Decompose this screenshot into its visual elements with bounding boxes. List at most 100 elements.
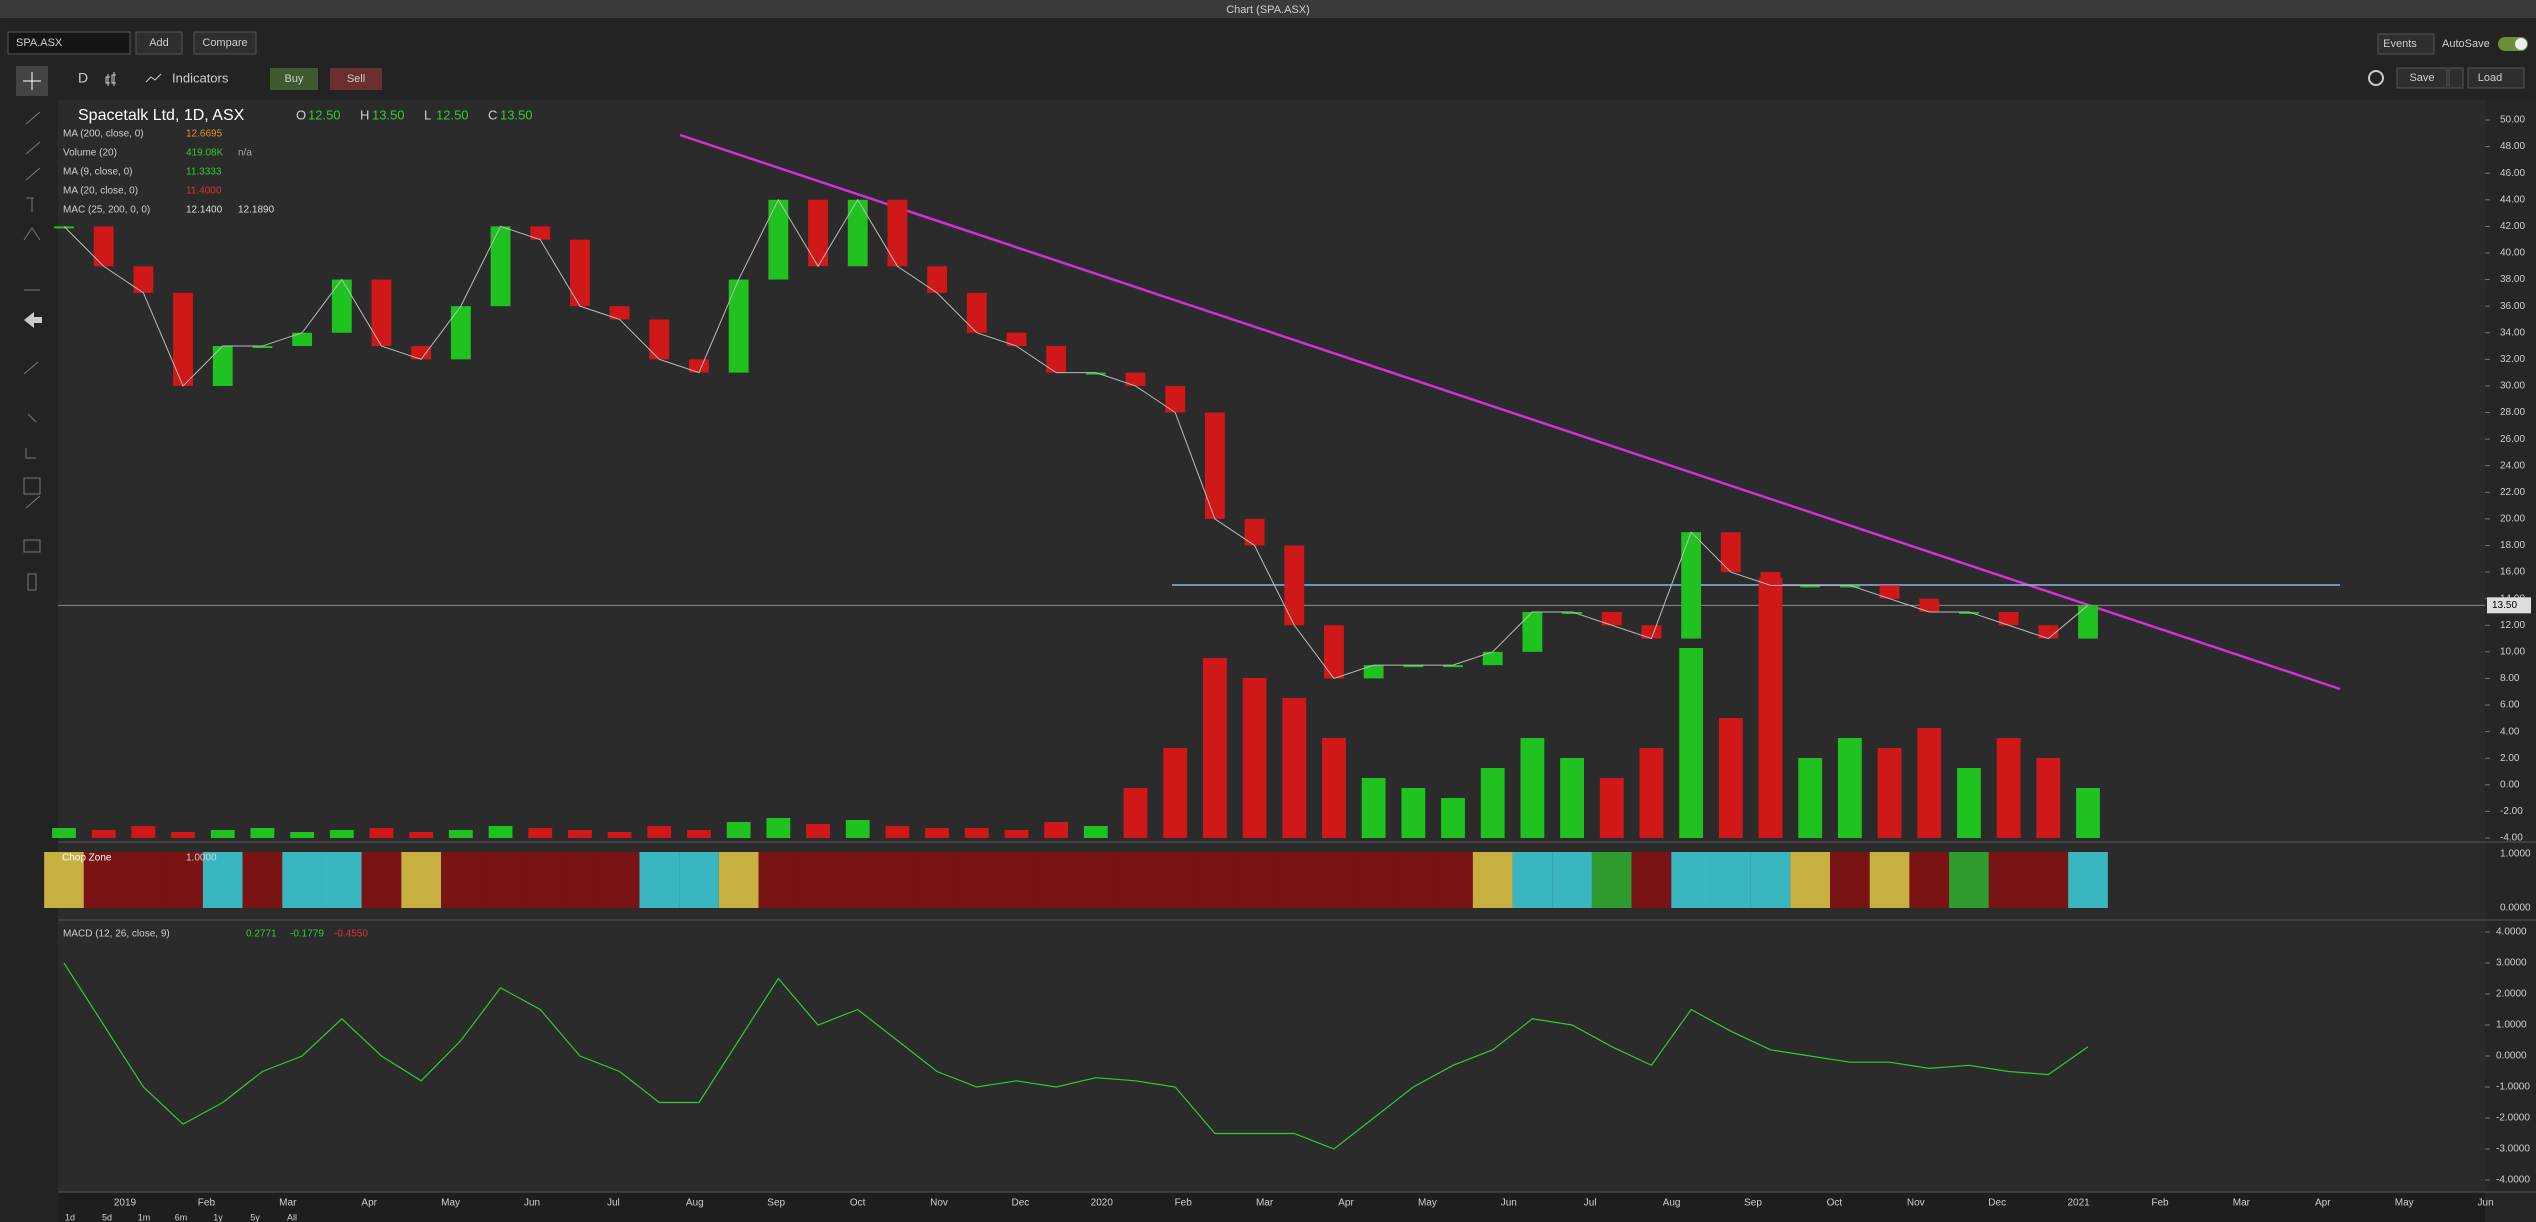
save-dropdown[interactable] <box>2448 67 2464 89</box>
candle <box>1085 372 1106 375</box>
candle <box>1879 585 1900 599</box>
autosave-label: AutoSave <box>2442 38 2490 50</box>
price-axis <box>2485 100 2536 1222</box>
volume-bar <box>1083 826 1108 838</box>
chop-segment <box>798 852 838 908</box>
volume-bar <box>1877 748 1902 838</box>
chop-segment <box>441 852 481 908</box>
volume-bar <box>1401 788 1426 838</box>
candle <box>371 279 392 347</box>
candle <box>808 199 828 267</box>
chop-segment <box>877 852 918 908</box>
price-tick-label: 22.00 <box>2500 487 2525 498</box>
macd-tick-label: -2.0000 <box>2496 1113 2530 1124</box>
chop-segment <box>480 852 521 908</box>
chop-segment <box>1195 852 1235 908</box>
time-label: Sep <box>767 1198 785 1209</box>
last-price-label: 13.50 <box>2492 600 2517 611</box>
plot-area <box>58 100 2485 1192</box>
candle <box>331 279 352 333</box>
time-label: 2021 <box>2067 1198 2090 1209</box>
candle <box>966 292 987 333</box>
macd-value: 0.2771 <box>246 929 277 940</box>
macd-tick-label: 1.0000 <box>2496 1020 2527 1031</box>
indicators-button[interactable]: Indicators <box>172 70 229 85</box>
time-label: Feb <box>198 1198 216 1209</box>
settings-icon[interactable] <box>2368 70 2384 86</box>
time-label: May <box>441 1198 460 1209</box>
candle <box>252 346 273 349</box>
symbol: SPA.ASX <box>16 37 63 49</box>
chop-tick-label: 1.0000 <box>2500 849 2531 860</box>
price-tick-label: 10.00 <box>2500 646 2525 657</box>
volume-bar <box>1560 758 1584 838</box>
indicator-name: MA (20, close, 0) <box>63 186 138 197</box>
chop-label: Chop Zone <box>62 853 112 864</box>
trendline[interactable] <box>679 133 2341 691</box>
compare-button[interactable] <box>193 31 257 55</box>
volume-bar <box>448 830 473 838</box>
chop-segment <box>1988 852 2029 908</box>
sell-label: Sell <box>347 73 365 85</box>
chop-segment <box>758 852 799 908</box>
candle <box>1403 665 1424 668</box>
price-tick-label: 20.00 <box>2500 514 2525 525</box>
window-title: Chart (SPA.ASX) <box>1226 4 1310 16</box>
back-arrow[interactable] <box>24 312 42 328</box>
candle <box>768 199 789 280</box>
time-label: Jun <box>2478 1198 2494 1209</box>
candle <box>1720 532 1741 573</box>
buy-button[interactable] <box>270 68 318 90</box>
load-button[interactable] <box>2467 67 2525 89</box>
indicator-value: 11.3333 <box>186 167 222 178</box>
save-button[interactable] <box>2396 67 2448 89</box>
add-button[interactable] <box>135 31 183 55</box>
range-button[interactable]: 6m <box>175 1212 188 1222</box>
range-button[interactable]: 1d <box>65 1212 75 1222</box>
price-tick-label: -4.00 <box>2500 833 2523 844</box>
time-label: Nov <box>930 1198 948 1209</box>
chop-segment <box>2068 852 2108 908</box>
time-label: Apr <box>1338 1198 1354 1209</box>
indicator-value: n/a <box>238 148 252 159</box>
range-button[interactable]: 5y <box>250 1212 260 1222</box>
candle <box>728 279 749 373</box>
toolbar <box>0 18 2536 100</box>
volume-bar <box>2076 788 2100 838</box>
candle <box>1681 532 1702 639</box>
volume-bar <box>1837 738 1862 838</box>
chop-segment <box>1155 852 1196 908</box>
range-button[interactable]: 1m <box>138 1212 151 1222</box>
range-button[interactable]: 5d <box>102 1212 112 1222</box>
volume-bar <box>1322 738 1346 838</box>
candle <box>1125 372 1146 386</box>
time-label: May <box>2395 1198 2414 1209</box>
tool-glyphs[interactable] <box>23 111 41 591</box>
candle <box>1800 585 1821 588</box>
volume-bar <box>1480 768 1505 838</box>
time-label: Jul <box>607 1198 620 1209</box>
volume-bar <box>52 828 76 838</box>
symbol-input[interactable] <box>7 31 131 55</box>
chop-segment <box>163 852 203 908</box>
price-tick-label: 42.00 <box>2500 221 2525 232</box>
chop-segment <box>1830 852 1870 908</box>
volume-bar <box>250 828 275 838</box>
volume-bar <box>1123 788 1148 838</box>
indicator-name: MAC (25, 200, 0, 0) <box>63 205 150 216</box>
chart-type-icon[interactable] <box>105 72 116 86</box>
volume-bar <box>687 830 711 838</box>
range-button[interactable]: All <box>287 1212 297 1222</box>
range-button[interactable]: 1y <box>213 1212 223 1222</box>
volume-bar <box>647 826 672 838</box>
last-price-box <box>2487 597 2531 614</box>
legend-title: Spacetalk Ltd, 1D, ASX <box>78 107 245 124</box>
candle <box>1482 651 1503 666</box>
sell-button[interactable] <box>330 68 382 90</box>
interval[interactable]: D <box>78 70 88 86</box>
volume-bar <box>1639 748 1664 838</box>
candle <box>54 226 74 229</box>
events-button[interactable] <box>2377 33 2435 55</box>
volume-bar <box>1282 698 1307 838</box>
volume-bar <box>726 822 751 838</box>
